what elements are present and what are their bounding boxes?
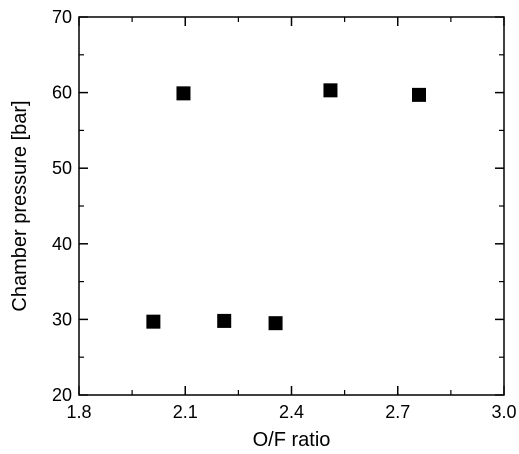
plot-frame [78,16,505,396]
x-tick-label: 1.8 [66,402,91,422]
y-tick-label: 20 [52,385,72,405]
x-tick-label: 2.1 [173,402,198,422]
y-tick-labels: 20 30 40 50 60 70 [52,7,72,405]
x-axis-label: O/F ratio [253,429,331,451]
x-tick-label: 2.7 [385,402,410,422]
data-point [412,87,426,102]
y-tick-label: 40 [52,234,72,254]
data-point [176,86,191,101]
y-tick-label: 60 [52,83,72,103]
x-tick-label: 2.4 [279,402,304,422]
data-point [217,313,232,328]
x-tick-label: 3.0 [491,402,516,422]
y-tick-label: 30 [52,309,72,329]
y-tick-label: 50 [52,158,72,178]
data-point [146,314,161,329]
data-points [146,83,426,331]
y-axis-label: Chamber pressure [bar] [9,100,31,311]
x-tick-labels: 1.8 2.1 2.4 2.7 3.0 [66,402,516,422]
y-tick-label: 70 [52,7,72,27]
data-point [323,83,338,98]
axis-ticks [78,16,505,396]
data-point [268,316,283,331]
